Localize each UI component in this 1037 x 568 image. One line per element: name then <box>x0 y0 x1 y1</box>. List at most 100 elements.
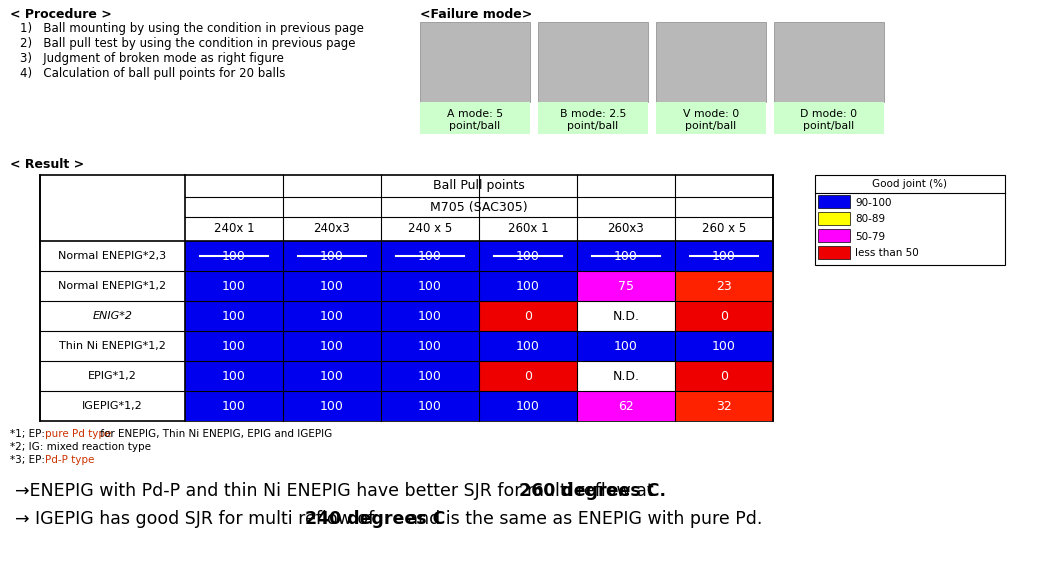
Text: 100: 100 <box>320 249 344 262</box>
Text: Good joint (%): Good joint (%) <box>872 179 948 189</box>
Bar <box>577 391 675 421</box>
Text: *2; IG: mixed reaction type: *2; IG: mixed reaction type <box>10 442 151 452</box>
Bar <box>577 271 675 301</box>
Text: 100: 100 <box>516 399 540 412</box>
Text: Normal ENEPIG*1,2: Normal ENEPIG*1,2 <box>58 281 167 291</box>
Text: 100: 100 <box>614 249 638 262</box>
Bar <box>185 301 283 331</box>
Bar <box>479 361 577 391</box>
Bar <box>381 301 479 331</box>
Text: 75: 75 <box>618 279 634 293</box>
Bar <box>40 175 773 421</box>
Bar <box>283 271 381 301</box>
Bar <box>283 241 381 271</box>
Bar <box>479 301 577 331</box>
Text: M705 (SAC305): M705 (SAC305) <box>430 201 528 214</box>
Text: 100: 100 <box>516 340 540 353</box>
Bar <box>774 22 884 102</box>
Text: 240 degrees C: 240 degrees C <box>305 510 445 528</box>
Text: for ENEPIG, Thin Ni ENEPIG, EPIG and IGEPIG: for ENEPIG, Thin Ni ENEPIG, EPIG and IGE… <box>97 429 332 439</box>
Bar <box>185 361 283 391</box>
Text: → IGEPIG has good SJR for multi reflow of: → IGEPIG has good SJR for multi reflow o… <box>15 510 380 528</box>
Bar <box>675 271 773 301</box>
Text: Ball Pull points: Ball Pull points <box>433 179 525 193</box>
Text: 100: 100 <box>418 249 442 262</box>
Bar <box>185 331 283 361</box>
Text: and is the same as ENEPIG with pure Pd.: and is the same as ENEPIG with pure Pd. <box>402 510 762 528</box>
Text: 1)   Ball mounting by using the condition in previous page: 1) Ball mounting by using the condition … <box>20 22 364 35</box>
Bar <box>283 331 381 361</box>
Text: N.D.: N.D. <box>613 310 640 323</box>
Text: 0: 0 <box>524 370 532 382</box>
Text: EPIG*1,2: EPIG*1,2 <box>88 371 137 381</box>
Text: A mode: 5
point/ball: A mode: 5 point/ball <box>447 109 503 131</box>
Text: 32: 32 <box>717 399 732 412</box>
Text: D mode: 0
point/ball: D mode: 0 point/ball <box>801 109 858 131</box>
Text: 240x3: 240x3 <box>313 223 351 236</box>
Bar <box>675 241 773 271</box>
Text: < Procedure >: < Procedure > <box>10 8 112 21</box>
Text: less than 50: less than 50 <box>854 249 919 258</box>
Text: 0: 0 <box>720 370 728 382</box>
Text: 100: 100 <box>712 249 736 262</box>
Text: 23: 23 <box>717 279 732 293</box>
Bar <box>774 102 884 134</box>
Text: 100: 100 <box>222 370 246 382</box>
Bar <box>381 391 479 421</box>
Bar <box>818 212 850 225</box>
Text: B mode: 2.5
point/ball: B mode: 2.5 point/ball <box>560 109 626 131</box>
Text: 100: 100 <box>320 310 344 323</box>
Text: 100: 100 <box>320 399 344 412</box>
Text: 62: 62 <box>618 399 634 412</box>
Text: <Failure mode>: <Failure mode> <box>420 8 532 21</box>
Text: 2)   Ball pull test by using the condition in previous page: 2) Ball pull test by using the condition… <box>20 37 356 50</box>
Bar <box>656 22 766 102</box>
Text: pure Pd type: pure Pd type <box>45 429 111 439</box>
Bar <box>675 391 773 421</box>
Bar <box>479 391 577 421</box>
Text: 100: 100 <box>222 340 246 353</box>
Text: < Result >: < Result > <box>10 158 84 171</box>
Text: *3; EP:: *3; EP: <box>10 455 49 465</box>
Bar <box>675 301 773 331</box>
Bar <box>818 229 850 242</box>
Text: 100: 100 <box>418 340 442 353</box>
Text: 3)   Judgment of broken mode as right figure: 3) Judgment of broken mode as right figu… <box>20 52 284 65</box>
Bar <box>818 195 850 208</box>
Bar <box>381 361 479 391</box>
Text: →ENEPIG with Pd-P and thin Ni ENEPIG have better SJR for multi reflow at: →ENEPIG with Pd-P and thin Ni ENEPIG hav… <box>15 482 660 500</box>
Text: 100: 100 <box>418 399 442 412</box>
Text: 100: 100 <box>418 279 442 293</box>
Text: Normal ENEPIG*2,3: Normal ENEPIG*2,3 <box>58 251 167 261</box>
Text: 100: 100 <box>320 279 344 293</box>
Text: V mode: 0
point/ball: V mode: 0 point/ball <box>683 109 739 131</box>
Bar <box>283 391 381 421</box>
Bar <box>185 271 283 301</box>
Text: *1; EP:: *1; EP: <box>10 429 49 439</box>
Bar <box>818 246 850 259</box>
Text: 100: 100 <box>712 340 736 353</box>
Bar <box>577 301 675 331</box>
Text: 100: 100 <box>614 340 638 353</box>
Text: 100: 100 <box>222 249 246 262</box>
Bar <box>420 102 530 134</box>
Text: 100: 100 <box>320 340 344 353</box>
Text: 260x 1: 260x 1 <box>508 223 549 236</box>
Text: 100: 100 <box>320 370 344 382</box>
Text: 0: 0 <box>720 310 728 323</box>
Text: 80-89: 80-89 <box>854 215 886 224</box>
Text: 260 degrees C.: 260 degrees C. <box>518 482 666 500</box>
Bar <box>185 391 283 421</box>
Bar <box>479 241 577 271</box>
Text: 100: 100 <box>418 310 442 323</box>
Bar <box>185 241 283 271</box>
Bar <box>577 361 675 391</box>
Text: 240 x 5: 240 x 5 <box>408 223 452 236</box>
Text: 100: 100 <box>222 279 246 293</box>
Bar <box>538 22 648 102</box>
Bar <box>815 175 1005 265</box>
Bar <box>283 301 381 331</box>
Text: 90-100: 90-100 <box>854 198 892 207</box>
Bar <box>283 361 381 391</box>
Bar <box>577 331 675 361</box>
